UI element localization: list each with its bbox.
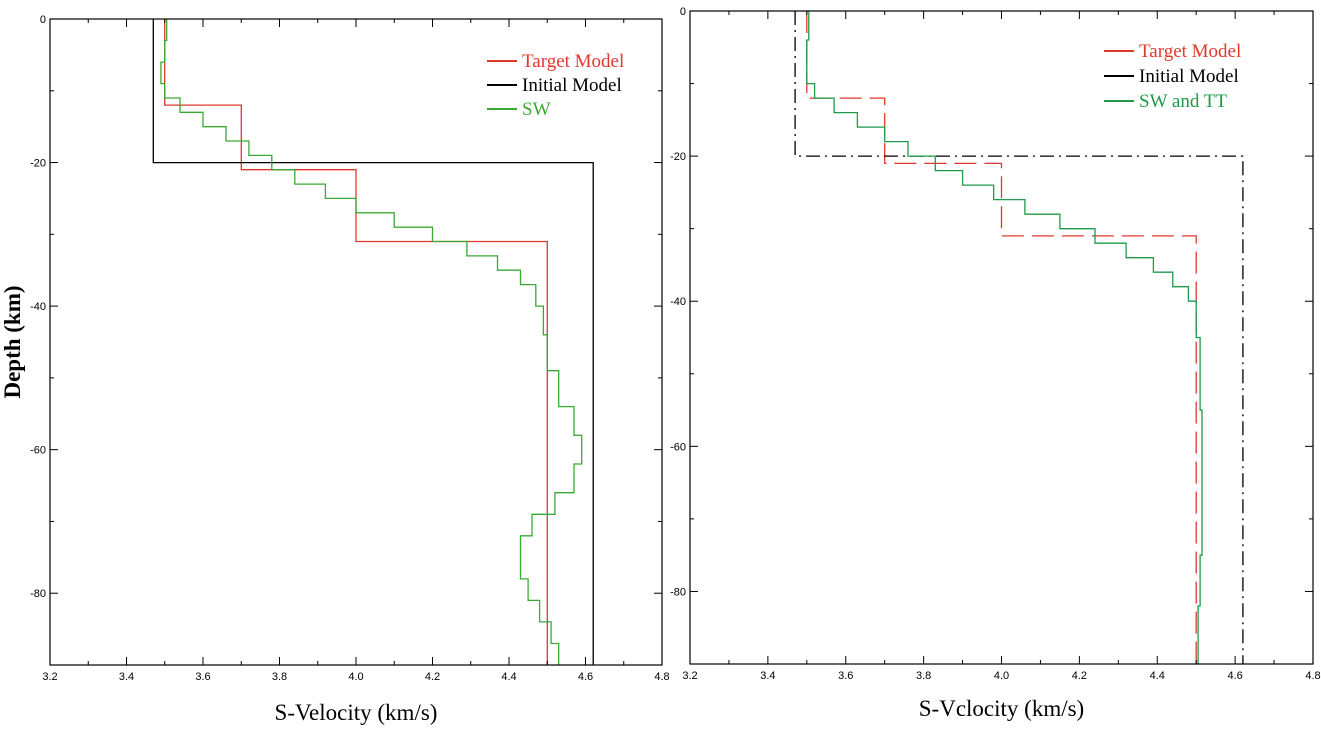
- legend: Target Model Initial Model SW and TT: [1104, 41, 1241, 112]
- x-tick-label: 3.8: [916, 670, 931, 682]
- series-line-2: [794, 11, 1244, 664]
- x-axis-title: S-Velocity (km/s): [275, 700, 438, 725]
- legend-label: Initial Model: [1139, 66, 1239, 87]
- y-tick-label: 0: [680, 6, 686, 18]
- y-tick-label: -20: [30, 158, 46, 170]
- x-tick-label: 4.2: [1072, 670, 1087, 682]
- y-tick-label: -60: [30, 445, 46, 457]
- legend-label: Initial Model: [522, 75, 622, 96]
- legend-label: Target Model: [522, 51, 624, 72]
- x-tick-label: 4.0: [994, 670, 1009, 682]
- series-line-3: [160, 19, 583, 665]
- series-line-3: [806, 11, 1203, 665]
- x-tick-label: 3.6: [195, 671, 210, 683]
- y-tick-label: -40: [670, 296, 686, 308]
- x-tick-label: 3.4: [760, 670, 775, 682]
- x-tick-label: 4.4: [1150, 670, 1165, 682]
- plot-frame: [49, 18, 663, 666]
- x-tick-label: 3.2: [42, 671, 57, 683]
- legend-label: SW: [522, 99, 551, 120]
- legend-label: SW and TT: [1139, 91, 1227, 112]
- series-line-2: [152, 19, 594, 665]
- y-tick-label: 0: [40, 14, 46, 26]
- x-tick-label: 3.2: [682, 670, 697, 682]
- x-tick-label: 3.6: [838, 670, 853, 682]
- series-line-1: [164, 19, 548, 665]
- x-tick-label: 4.2: [425, 671, 440, 683]
- chart-panel-1: 3.2 3.4 3.6 3.8 4.0 4.2 4.4 4.6 4.8 0 -20 -40 -60 -80…: [0, 14, 670, 725]
- y-tick-label: -60: [670, 441, 686, 453]
- legend-label: Target Model: [1139, 41, 1241, 62]
- y-tick-label: -80: [670, 586, 686, 598]
- x-tick-label: 4.8: [654, 671, 669, 683]
- legend: Target Model Initial Model SW: [487, 51, 624, 120]
- x-tick-label: 4.6: [578, 671, 593, 683]
- y-tick-label: -40: [30, 301, 46, 313]
- x-tick-label: 3.8: [272, 671, 287, 683]
- x-tick-label: 4.8: [1305, 670, 1320, 682]
- x-axis-title: S-Vclocity (km/s): [919, 696, 1084, 721]
- y-axis-title: Depth (km): [0, 285, 25, 398]
- y-tick-label: -80: [30, 588, 46, 600]
- x-tick-label: 4.0: [348, 671, 363, 683]
- series-line-1: [806, 11, 1197, 664]
- chart-panel-2: 3.2 3.4 3.6 3.8 4.0 4.2 4.4 4.6 4.8 0 -20 -40 -60 -80…: [670, 6, 1321, 721]
- x-tick-label: 3.4: [119, 671, 134, 683]
- y-tick-label: -20: [670, 151, 686, 163]
- x-tick-label: 4.4: [501, 671, 516, 683]
- x-tick-label: 4.6: [1227, 670, 1242, 682]
